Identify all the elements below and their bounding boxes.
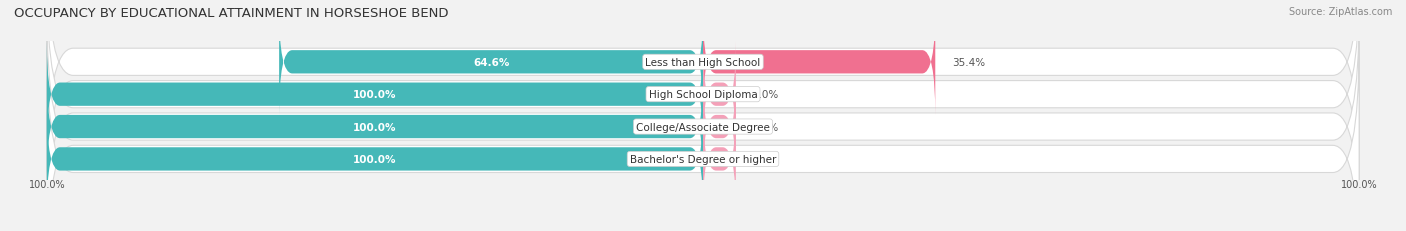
Text: Less than High School: Less than High School (645, 58, 761, 67)
FancyBboxPatch shape (46, 42, 703, 148)
FancyBboxPatch shape (46, 44, 1360, 231)
Text: Source: ZipAtlas.com: Source: ZipAtlas.com (1288, 7, 1392, 17)
Text: 100.0%: 100.0% (1341, 179, 1378, 189)
Text: High School Diploma: High School Diploma (648, 90, 758, 100)
Text: 100.0%: 100.0% (353, 122, 396, 132)
FancyBboxPatch shape (703, 74, 735, 180)
Text: Bachelor's Degree or higher: Bachelor's Degree or higher (630, 154, 776, 164)
FancyBboxPatch shape (46, 0, 1360, 210)
FancyBboxPatch shape (46, 12, 1360, 231)
Text: 0.0%: 0.0% (752, 122, 779, 132)
Text: 100.0%: 100.0% (353, 90, 396, 100)
FancyBboxPatch shape (46, 0, 1360, 178)
Text: 35.4%: 35.4% (952, 58, 984, 67)
Text: 100.0%: 100.0% (28, 179, 65, 189)
Text: OCCUPANCY BY EDUCATIONAL ATTAINMENT IN HORSESHOE BEND: OCCUPANCY BY EDUCATIONAL ATTAINMENT IN H… (14, 7, 449, 20)
FancyBboxPatch shape (46, 106, 703, 212)
Text: 64.6%: 64.6% (472, 58, 509, 67)
Text: College/Associate Degree: College/Associate Degree (636, 122, 770, 132)
FancyBboxPatch shape (703, 106, 735, 212)
FancyBboxPatch shape (703, 10, 935, 116)
FancyBboxPatch shape (46, 74, 703, 180)
FancyBboxPatch shape (703, 42, 735, 148)
FancyBboxPatch shape (280, 10, 703, 116)
Text: 0.0%: 0.0% (752, 154, 779, 164)
Text: 0.0%: 0.0% (752, 90, 779, 100)
Text: 100.0%: 100.0% (353, 154, 396, 164)
